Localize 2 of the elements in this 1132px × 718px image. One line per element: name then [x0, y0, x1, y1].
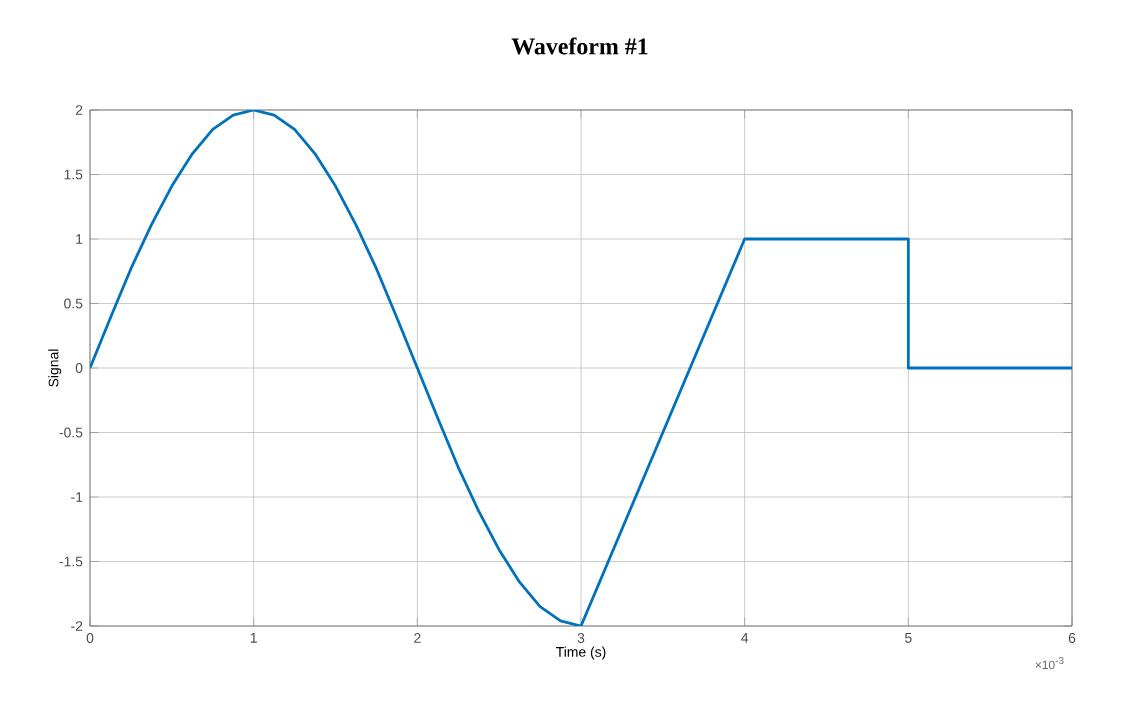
line-series: [90, 110, 1073, 626]
chart-title: Waveform #1: [511, 37, 648, 55]
